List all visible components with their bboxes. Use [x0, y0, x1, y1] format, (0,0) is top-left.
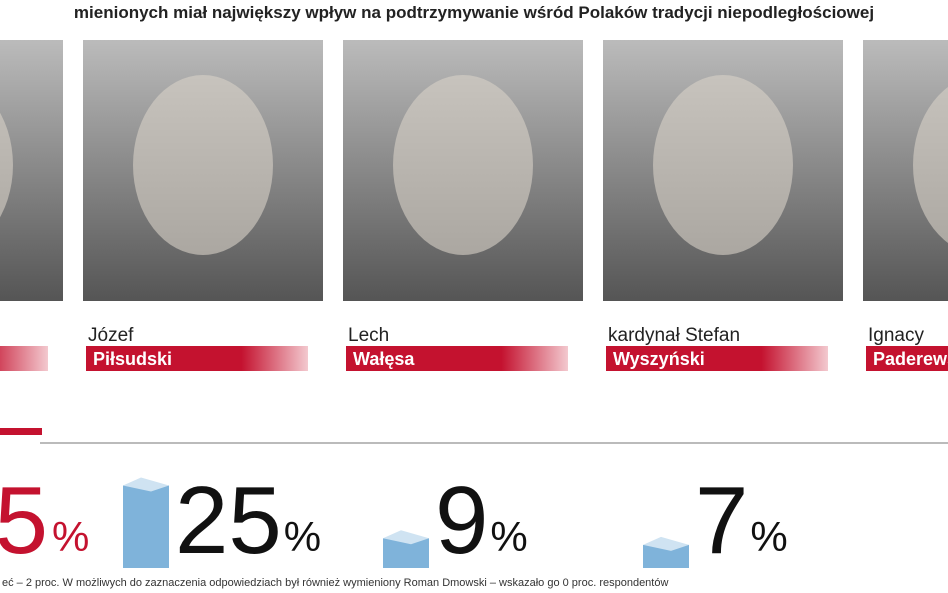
- footnote: eć – 2 proc. W możliwych do zaznaczenia …: [2, 577, 668, 589]
- portrait: [653, 75, 793, 255]
- name-bar: [346, 346, 568, 371]
- first-name: kardynał Stefan: [608, 325, 740, 346]
- portrait: [393, 75, 533, 255]
- title: mienionych miał największy wpływ na podt…: [74, 3, 874, 22]
- portrait: [913, 87, 948, 243]
- value-number: 9: [435, 467, 488, 574]
- last-name: Paderewski: [873, 349, 948, 369]
- value-number: 7: [695, 467, 748, 574]
- unit: %: [490, 513, 527, 560]
- cube: [383, 538, 429, 568]
- value: 9: [435, 467, 488, 574]
- last-name: Wałęsa: [353, 349, 415, 369]
- unit: %: [52, 513, 89, 560]
- portrait: [0, 112, 13, 218]
- last-name: Wyszyński: [613, 349, 705, 369]
- unit: %: [750, 513, 787, 560]
- value-number: 5: [0, 467, 48, 574]
- value: 7: [695, 467, 748, 574]
- name-bar: [606, 346, 828, 371]
- first-name: Ignacy: [868, 325, 924, 346]
- cube: [123, 485, 169, 568]
- cube-top: [383, 530, 429, 545]
- accent: [0, 428, 42, 435]
- name-bar: [866, 346, 948, 371]
- first-name: Lech: [348, 325, 389, 346]
- last-name: Piłsudski: [93, 349, 172, 369]
- value: 5: [0, 467, 48, 574]
- cube-top: [643, 536, 689, 551]
- cube-top: [123, 477, 169, 492]
- name-bar: [0, 346, 48, 371]
- name-bar: [86, 346, 308, 371]
- first-name: Józef: [88, 325, 134, 346]
- value-number: 25: [175, 467, 282, 574]
- portrait: [133, 75, 273, 255]
- unit: %: [284, 513, 321, 560]
- value: 25: [175, 467, 282, 574]
- cube: [643, 544, 689, 568]
